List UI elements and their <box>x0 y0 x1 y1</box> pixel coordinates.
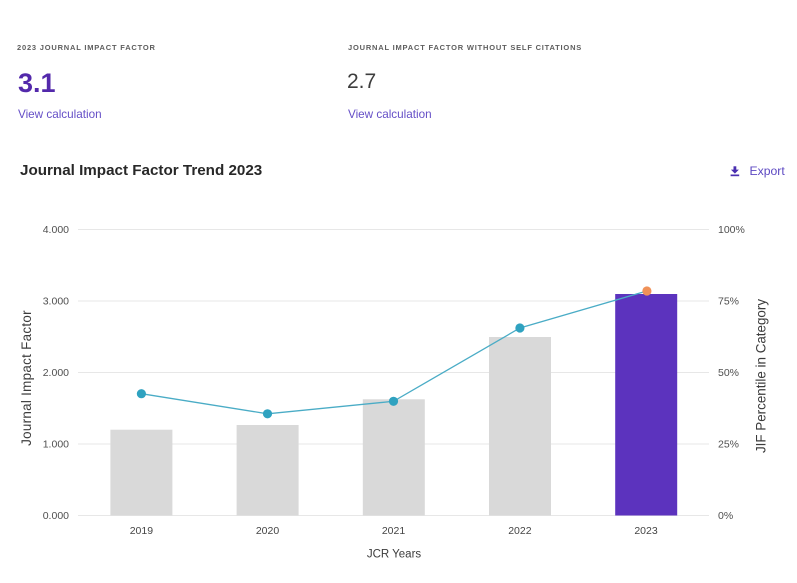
svg-text:2019: 2019 <box>130 525 154 537</box>
svg-text:25%: 25% <box>718 439 739 451</box>
svg-text:4.000: 4.000 <box>43 224 69 236</box>
svg-text:2.000: 2.000 <box>43 367 69 379</box>
svg-text:JIF Percentile in Category: JIF Percentile in Category <box>754 299 769 453</box>
svg-text:75%: 75% <box>718 296 739 308</box>
svg-text:2020: 2020 <box>256 525 280 537</box>
svg-text:50%: 50% <box>718 367 739 379</box>
svg-text:JCR Years: JCR Years <box>367 549 422 561</box>
svg-text:2021: 2021 <box>382 525 406 537</box>
svg-text:2023: 2023 <box>634 525 658 537</box>
svg-text:0%: 0% <box>718 510 733 522</box>
svg-text:2022: 2022 <box>508 525 532 537</box>
svg-text:Journal Impact Factor: Journal Impact Factor <box>19 310 34 446</box>
svg-text:1.000: 1.000 <box>43 439 69 451</box>
svg-text:0.000: 0.000 <box>43 510 69 522</box>
svg-text:3.000: 3.000 <box>43 296 69 308</box>
svg-text:100%: 100% <box>718 224 745 236</box>
